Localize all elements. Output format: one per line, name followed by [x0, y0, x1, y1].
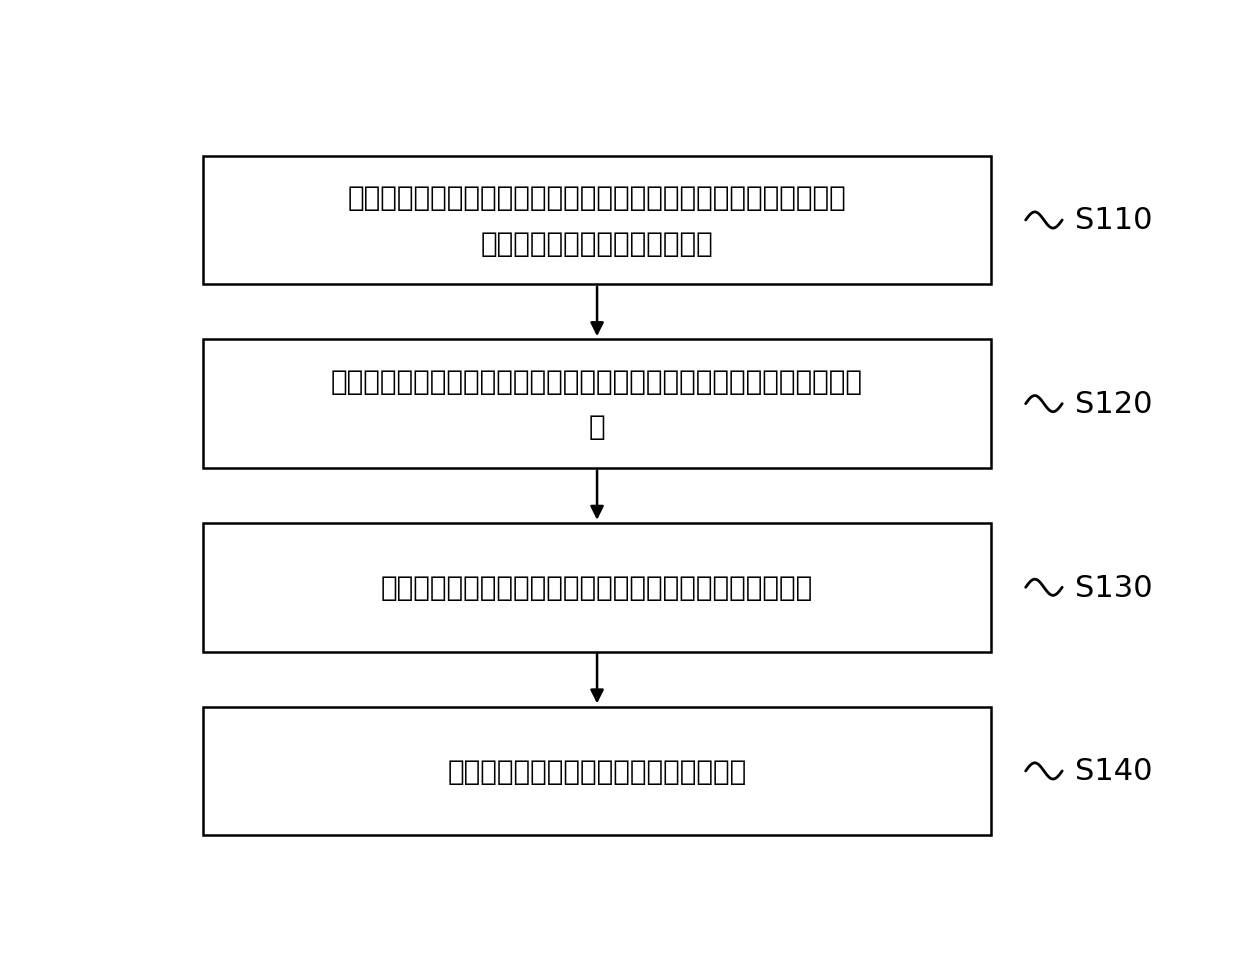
FancyBboxPatch shape [203, 156, 991, 285]
FancyBboxPatch shape [203, 707, 991, 836]
Text: 计算钙化区域位于心脏模型中至少一条待候选冠脉的概率值: 计算钙化区域位于心脏模型中至少一条待候选冠脉的概率值 [381, 574, 813, 601]
Text: S120: S120 [1075, 390, 1152, 418]
FancyBboxPatch shape [203, 340, 991, 469]
Text: 获取待处理图像，与心脏标准模型进行配准，得到第一预处理图像，
其中，待处理图像包括钙化区域: 获取待处理图像，与心脏标准模型进行配准，得到第一预处理图像， 其中，待处理图像包… [347, 184, 847, 257]
Text: 根据概率值确定钙化区域关联的目标冠脉: 根据概率值确定钙化区域关联的目标冠脉 [448, 757, 746, 785]
Text: S130: S130 [1075, 573, 1152, 602]
Text: S110: S110 [1075, 206, 1152, 235]
Text: 基于第一预处理图像处理心脏标准模型，获取与待处理图像对应的心脏模
型: 基于第一预处理图像处理心脏标准模型，获取与待处理图像对应的心脏模 型 [331, 368, 863, 441]
FancyBboxPatch shape [203, 523, 991, 652]
Text: S140: S140 [1075, 757, 1152, 785]
